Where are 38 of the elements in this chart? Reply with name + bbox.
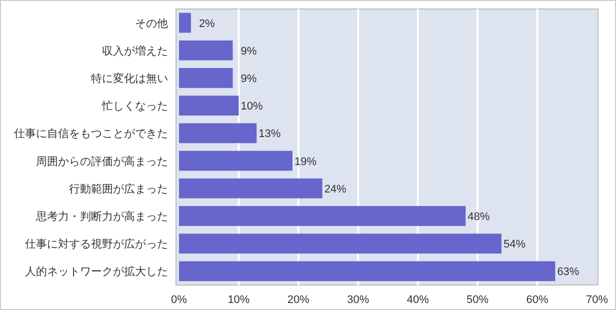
bar xyxy=(179,206,466,226)
y-tick-label: 人的ネットワークが拡大した xyxy=(25,265,168,278)
data-label: 13% xyxy=(258,128,281,140)
data-label: 10% xyxy=(240,100,263,113)
bar xyxy=(179,12,191,33)
bar xyxy=(179,123,257,144)
bar xyxy=(179,68,233,88)
data-label: 9% xyxy=(240,73,257,85)
y-tick-label: 収入が増えた xyxy=(102,44,168,58)
x-tick-label: 0% xyxy=(171,294,188,306)
x-tick-label: 10% xyxy=(228,294,250,306)
y-tick-label: 特に変化は無い xyxy=(91,72,168,85)
y-tick-label: 周囲からの評価が高まった xyxy=(36,154,168,168)
y-tick-label: 仕事に対する視野が広がった xyxy=(25,238,168,251)
bar xyxy=(179,234,502,254)
y-tick-label: 行動範囲が広まった xyxy=(69,182,168,196)
data-label: 54% xyxy=(503,238,526,251)
bar xyxy=(179,40,233,60)
x-tick-label: 60% xyxy=(526,294,549,306)
x-tick-label: 20% xyxy=(287,294,310,306)
data-label: 48% xyxy=(468,211,490,223)
data-label: 63% xyxy=(557,266,580,278)
bar xyxy=(179,178,322,198)
data-label: 19% xyxy=(294,156,317,168)
y-tick-label: 忙しくなった xyxy=(101,100,168,113)
x-tick-label: 30% xyxy=(347,294,370,306)
y-tick-label: 仕事に自信をもつことができた xyxy=(14,127,168,140)
y-tick-label: その他 xyxy=(135,18,168,30)
bar xyxy=(179,261,556,282)
x-tick-label: 50% xyxy=(466,294,489,306)
x-tick-label: 70% xyxy=(586,294,608,306)
x-tick-label: 40% xyxy=(406,294,430,306)
bar xyxy=(179,150,292,171)
data-label: 2% xyxy=(198,18,216,30)
data-label: 24% xyxy=(324,183,347,196)
y-tick-label: 思考力・判断力が高まった xyxy=(35,210,168,223)
bar xyxy=(179,96,239,116)
data-label: 9% xyxy=(240,45,257,58)
